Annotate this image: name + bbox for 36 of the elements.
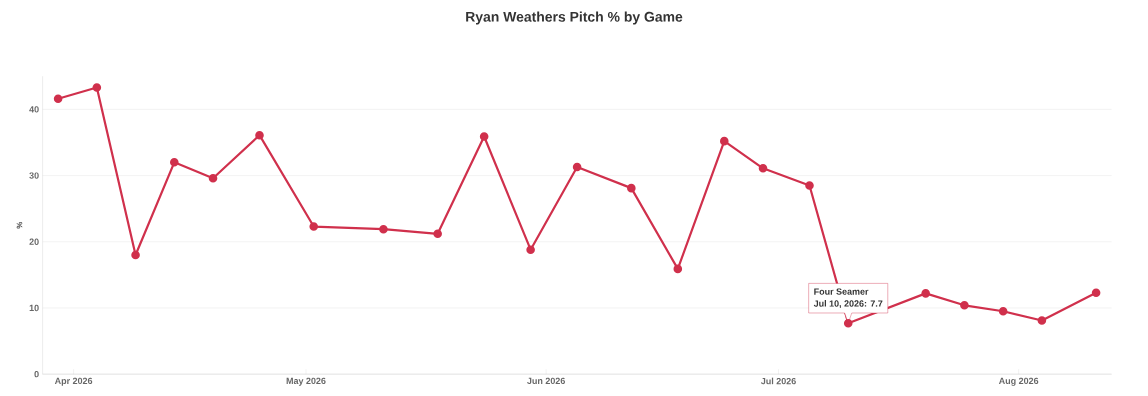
point bbox=[526, 245, 535, 255]
y-tick-label: 30 bbox=[29, 172, 39, 179]
x-tick-label: Jul 2026 bbox=[760, 377, 796, 385]
point bbox=[1091, 288, 1101, 298]
point bbox=[433, 229, 442, 239]
chart-title: Ryan Weathers Pitch % by Game bbox=[466, 11, 683, 25]
point bbox=[719, 136, 729, 146]
point bbox=[309, 222, 319, 231]
y-tick-label: 40 bbox=[29, 106, 39, 113]
x-tick-label: Jun 2026 bbox=[527, 377, 565, 385]
point bbox=[843, 318, 853, 328]
y-tick-label: 10 bbox=[29, 304, 39, 312]
point bbox=[960, 301, 969, 310]
annotation: Four Seamer bbox=[814, 288, 869, 295]
point bbox=[627, 183, 636, 193]
point bbox=[131, 250, 140, 260]
y-tick-label: 20 bbox=[29, 238, 39, 245]
point bbox=[921, 289, 930, 298]
point bbox=[379, 224, 388, 234]
point bbox=[1037, 316, 1047, 325]
x-tick-label: May 2026 bbox=[286, 377, 326, 386]
point bbox=[998, 306, 1008, 316]
point bbox=[572, 162, 582, 172]
point bbox=[758, 163, 768, 173]
point bbox=[805, 181, 814, 190]
y-tick-label: 0 bbox=[34, 370, 39, 378]
point bbox=[255, 130, 264, 140]
point bbox=[53, 94, 63, 104]
annotation: Jul 10, 2026: 7.7 bbox=[813, 300, 883, 308]
x-tick-label: Aug 2026 bbox=[998, 377, 1039, 386]
point bbox=[170, 158, 179, 167]
point bbox=[208, 173, 218, 183]
point bbox=[673, 264, 683, 274]
point bbox=[92, 83, 102, 92]
point bbox=[479, 132, 489, 141]
x-tick-label: Apr 2026 bbox=[54, 377, 93, 386]
